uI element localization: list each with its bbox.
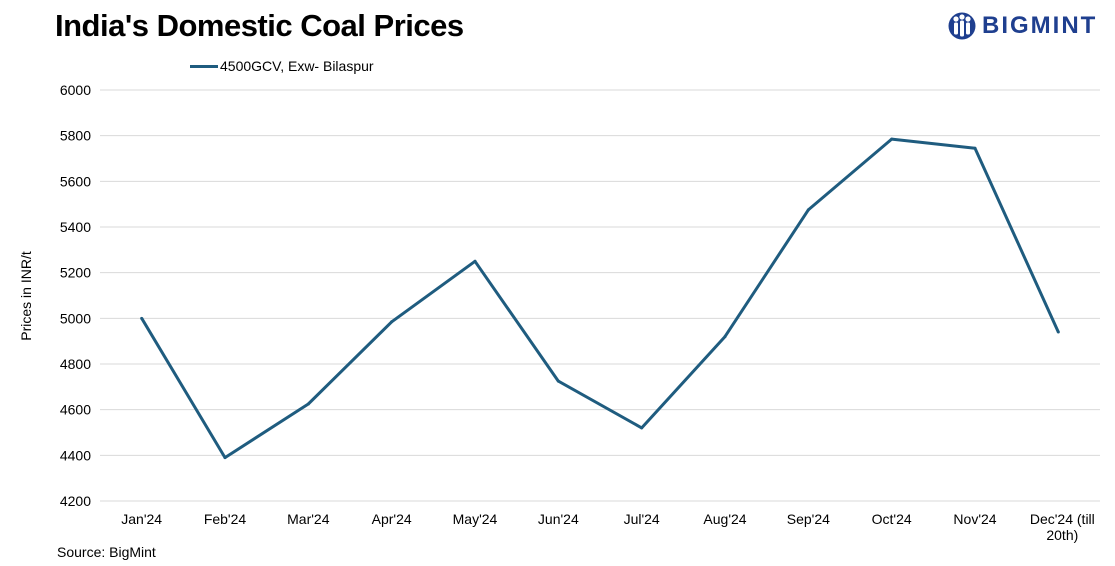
chart-legend: 4500GCV, Exw- Bilaspur — [190, 58, 374, 74]
y-tick-label: 5800 — [60, 128, 91, 144]
y-tick-label: 6000 — [60, 82, 91, 98]
x-tick-label: Mar'24 — [287, 511, 330, 527]
data-point — [723, 335, 727, 339]
x-tick-label: Aug'24 — [703, 511, 746, 527]
data-point — [473, 259, 477, 263]
x-tick-label: Sep'24 — [787, 511, 830, 527]
brand-logo: BIGMINT — [948, 8, 1097, 44]
data-point — [140, 316, 144, 320]
x-tick-label: Nov'24 — [953, 511, 996, 527]
x-tick-label: Dec'24 (till 20th) — [1030, 511, 1095, 543]
x-tick-label: Jul'24 — [624, 511, 660, 527]
data-point — [640, 426, 644, 430]
y-tick-label: 4200 — [60, 493, 91, 509]
data-point — [223, 456, 227, 460]
x-tick-label: Jan'24 — [121, 511, 162, 527]
y-tick-label: 5000 — [60, 310, 91, 326]
legend-label: 4500GCV, Exw- Bilaspur — [220, 58, 374, 74]
y-tick-label: 5600 — [60, 173, 91, 189]
data-point — [806, 208, 810, 212]
data-point — [556, 379, 560, 383]
y-tick-label: 4800 — [60, 356, 91, 372]
x-tick-label: Jun'24 — [538, 511, 579, 527]
brand-name: BIGMINT — [982, 12, 1098, 39]
data-point — [973, 146, 977, 150]
series-line — [140, 137, 1060, 460]
legend-swatch — [190, 64, 218, 68]
bigmint-people-icon — [948, 12, 976, 40]
data-point — [1056, 330, 1060, 334]
x-tick-label: Apr'24 — [372, 511, 412, 527]
y-tick-label: 5400 — [60, 219, 91, 235]
chart-title: India's Domestic Coal Prices — [55, 8, 464, 43]
data-point — [390, 320, 394, 324]
y-tick-label: 5200 — [60, 265, 91, 281]
y-tick-label: 4600 — [60, 402, 91, 418]
data-point — [306, 402, 310, 406]
x-tick-label: Oct'24 — [872, 511, 912, 527]
source-note: Source: BigMint — [57, 544, 156, 560]
y-tick-label: 4400 — [60, 447, 91, 463]
x-tick-label: May'24 — [453, 511, 498, 527]
x-tick-label: Feb'24 — [204, 511, 247, 527]
data-point — [890, 137, 894, 141]
